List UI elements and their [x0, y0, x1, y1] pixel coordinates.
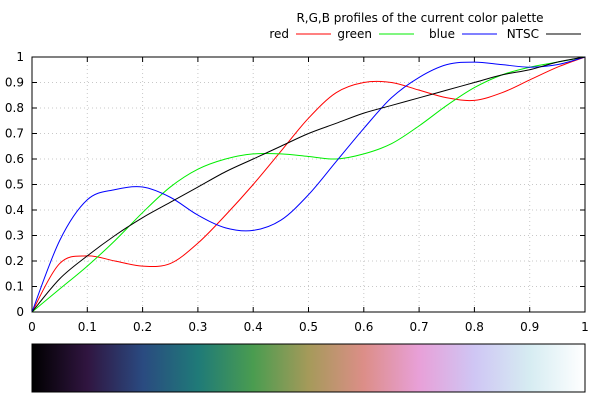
x-tick-label: 0: [28, 320, 36, 334]
x-tick-label: 0.4: [244, 320, 263, 334]
chart-title: R,G,B profiles of the current color pale…: [296, 11, 543, 25]
x-tick-label: 0.6: [354, 320, 373, 334]
grid: [32, 57, 585, 312]
series-line-red: [31, 56, 586, 313]
y-tick-label: 0.7: [5, 127, 24, 141]
y-tick-label: 0: [16, 305, 24, 319]
legend-label-ntsc: NTSC: [507, 27, 539, 41]
y-tick-label: 0.2: [5, 254, 24, 268]
legend-label-green: green: [337, 27, 372, 41]
x-tick-label: 0.5: [299, 320, 318, 334]
y-tick-label: 0.9: [5, 76, 24, 90]
x-tick-label: 0.8: [465, 320, 484, 334]
x-tick-label: 0.7: [410, 320, 429, 334]
legend-label-red: red: [269, 27, 289, 41]
y-tick-label: 0.3: [5, 229, 24, 243]
series-line-ntsc: [31, 56, 586, 313]
x-tick-label: 0.3: [188, 320, 207, 334]
series-group: [31, 56, 586, 313]
y-tick-label: 0.6: [5, 152, 24, 166]
y-tick-label: 1: [16, 50, 24, 64]
x-tick-label: 0.9: [520, 320, 539, 334]
y-tick-label: 0.8: [5, 101, 24, 115]
x-tick-label: 1: [581, 320, 589, 334]
y-tick-label: 0.4: [5, 203, 24, 217]
x-tick-label: 0.1: [78, 320, 97, 334]
axis-ticks: 0 0.1 0.2 0.3 0.4 0.5 0.6 0.7 0.8 0.9 1 0 0.1 0.2 0.3 0…: [5, 50, 589, 334]
y-tick-label: 0.1: [5, 280, 24, 294]
legend-label-blue: blue: [429, 27, 455, 41]
series-line-blue: [31, 56, 586, 313]
x-tick-label: 0.2: [133, 320, 152, 334]
color-palette-bar: [31, 343, 586, 393]
y-tick-label: 0.5: [5, 178, 24, 192]
legend: red green blue NTSC: [269, 27, 581, 41]
series-line-green: [31, 56, 586, 313]
